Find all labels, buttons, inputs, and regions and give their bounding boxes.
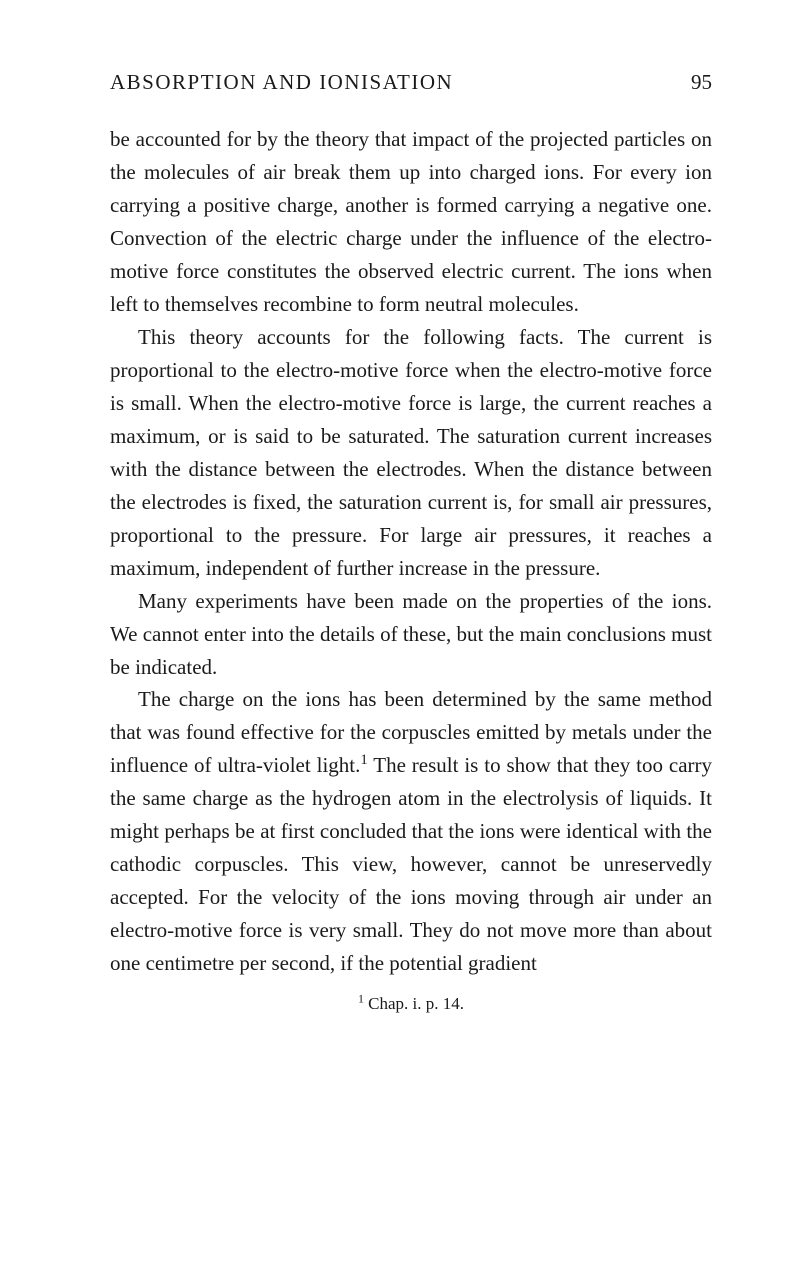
body-paragraph-4: The charge on the ions has been determin… [110,683,712,980]
footnote: 1 Chap. i. p. 14. [110,994,712,1014]
page-header: ABSORPTION AND IONISATION 95 [110,70,712,95]
running-header: ABSORPTION AND IONISATION [110,70,453,95]
paragraph-4-part-2: The result is to show that they too carr… [110,753,712,975]
footnote-reference: 1 [360,752,367,768]
page-number: 95 [691,70,712,95]
body-paragraph-2: This theory accounts for the following f… [110,321,712,585]
footnote-text: Chap. i. p. 14. [364,994,464,1013]
body-paragraph-3: Many experiments have been made on the p… [110,585,712,684]
body-paragraph-1: be accounted for by the theory that impa… [110,123,712,321]
